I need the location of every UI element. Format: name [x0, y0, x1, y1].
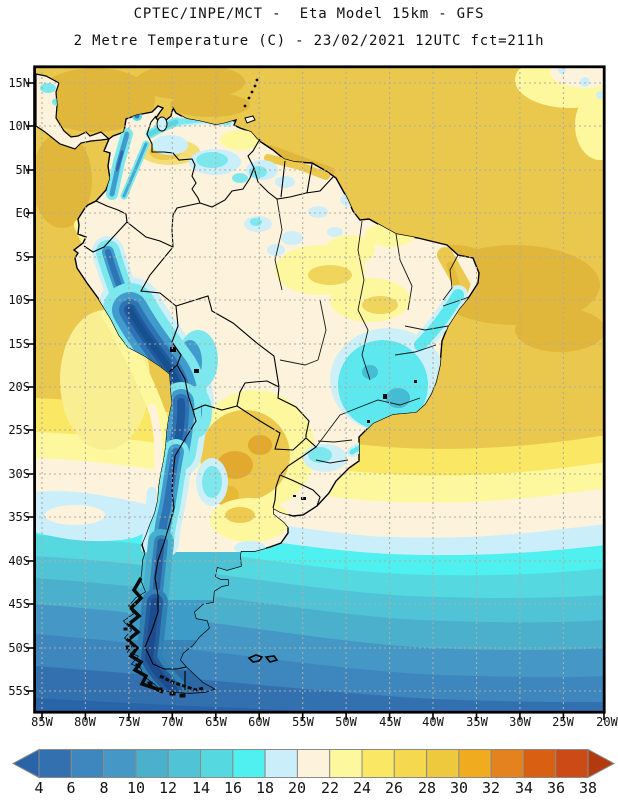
colorbar-segment	[103, 749, 137, 778]
lakes	[156, 116, 199, 373]
colorbar-segment	[555, 749, 589, 778]
lon-label: 30W	[509, 715, 531, 729]
colorbar-segment	[523, 749, 557, 778]
country-borders	[83, 115, 334, 692]
colorbar-tick: 8	[99, 779, 109, 797]
lat-label: 25S	[8, 423, 30, 437]
colorbar-tick: 32	[481, 779, 501, 797]
colorbar-tick: 24	[352, 779, 372, 797]
colorbar-segment	[426, 749, 460, 778]
colorbar-arrow-left	[11, 748, 40, 779]
gridlines	[34, 67, 604, 712]
lon-label: 50W	[335, 715, 357, 729]
colorbar-tick: 4	[34, 779, 44, 797]
colorbar-arrow-right	[587, 748, 616, 779]
colorbar-segment	[361, 749, 395, 778]
colorbar-tick: 28	[417, 779, 437, 797]
colorbar-segment	[393, 749, 428, 778]
map-frame	[33, 65, 606, 714]
colorbar-tick: 26	[384, 779, 404, 797]
lat-label: 5S	[15, 250, 30, 264]
lat-label: EQ	[15, 206, 30, 220]
state-borders	[274, 198, 470, 464]
colorbar-segment	[232, 749, 266, 778]
colorbar-tick: 6	[66, 779, 76, 797]
colorbar-segment	[70, 749, 105, 778]
colorbar-segment	[296, 749, 331, 778]
colorbar-segment	[167, 749, 201, 778]
andes-cold-band	[92, 111, 218, 693]
colorbar-segment	[135, 749, 169, 778]
lon-label: 85W	[31, 715, 53, 729]
colorbar-tick: 14	[191, 779, 211, 797]
colorbar-segment	[38, 749, 72, 778]
lat-label: 45S	[8, 597, 30, 611]
lat-label: 5N	[15, 163, 30, 177]
lon-label: 45W	[379, 715, 401, 729]
lon-label: 70W	[161, 715, 183, 729]
colorbar-tick: 36	[546, 779, 566, 797]
lat-label: 30S	[8, 467, 30, 481]
lon-label: 40W	[422, 715, 444, 729]
lat-label: 55S	[8, 684, 30, 698]
lon-label: 35W	[466, 715, 488, 729]
lon-label: 60W	[248, 715, 270, 729]
lon-label: 25W	[552, 715, 574, 729]
colorbar-segment	[200, 749, 234, 778]
lon-label: 65W	[205, 715, 227, 729]
title-line-1: CPTEC/INPE/MCT - Eta Model 15km - GFS	[133, 6, 485, 22]
colorbar-tick: 10	[126, 779, 146, 797]
colorbar-tick: 12	[158, 779, 178, 797]
colorbar-tick: 30	[449, 779, 469, 797]
title-line-2: 2 Metre Temperature (C) - 23/02/2021 12U…	[73, 33, 545, 49]
axis-ticks	[26, 82, 605, 720]
colorbar-segment	[329, 749, 363, 778]
colorbar-tick: 18	[255, 779, 275, 797]
lat-label: 10N	[8, 119, 30, 133]
colorbar-tick: 22	[320, 779, 340, 797]
lon-label: 80W	[74, 715, 96, 729]
colorbar-tick: 16	[223, 779, 243, 797]
colorbar-tick: 34	[514, 779, 534, 797]
lat-label: 15S	[8, 337, 30, 351]
lat-label: 35S	[8, 510, 30, 524]
lon-label: 55W	[292, 715, 314, 729]
colorbar-segment	[490, 749, 525, 778]
colorbar	[11, 748, 616, 779]
colorbar-segment	[264, 749, 298, 778]
lon-label: 75W	[118, 715, 140, 729]
colorbar-segment	[458, 749, 492, 778]
lon-label: 20W	[596, 715, 618, 729]
lat-label: 50S	[8, 641, 30, 655]
lat-label: 20S	[8, 380, 30, 394]
lat-label: 40S	[8, 554, 30, 568]
colorbar-tick: 38	[578, 779, 598, 797]
map-plot-area	[34, 67, 604, 712]
lat-label: 15N	[8, 76, 30, 90]
islands	[243, 78, 279, 663]
central-america-landmass	[35, 73, 111, 150]
colorbar-tick: 20	[287, 779, 307, 797]
lat-label: 10S	[8, 293, 30, 307]
